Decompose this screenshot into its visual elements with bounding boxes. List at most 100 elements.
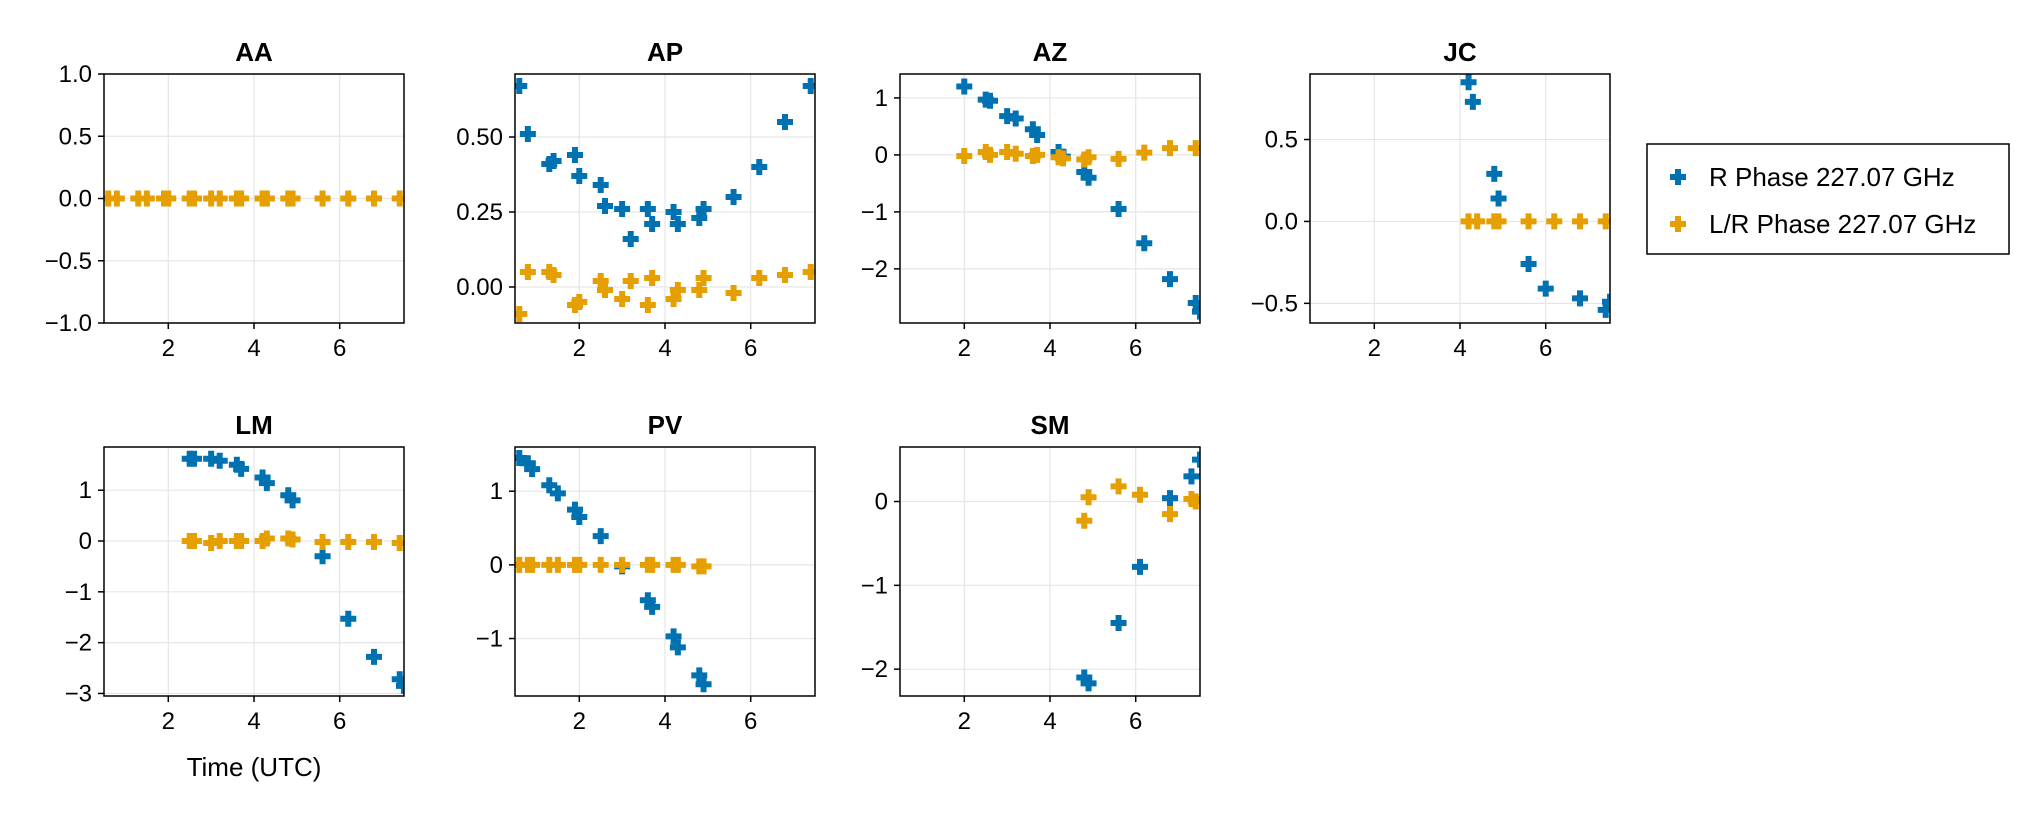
markers [104,190,404,207]
data-point-series-1 [802,78,815,94]
panel-title: PV [648,410,683,440]
data-point-series-1 [567,147,583,163]
x-tick-label: 6 [333,335,346,362]
data-point-series-1 [592,177,609,193]
x-tick-label: 4 [1043,335,1056,362]
panel-title: JC [1443,37,1476,67]
data-point-series-1 [691,210,708,226]
data-point-series-1 [665,628,682,645]
data-point-series-1 [1490,190,1507,207]
data-point-series-2 [233,190,250,207]
data-point-series-2 [597,282,613,298]
data-point-series-1 [751,159,768,175]
legend-label-series-2: L/R Phase 227.07 GHz [1709,209,1976,239]
markers [1076,451,1200,692]
y-tick-label: 0 [490,552,503,579]
x-tick-label: 6 [1539,335,1552,362]
data-point-series-2 [549,556,566,573]
data-point-series-2 [108,190,125,207]
x-tick-label: 6 [1129,708,1142,735]
data-point-series-2 [571,556,588,573]
data-point-series-2 [340,534,357,551]
data-point-series-2 [160,190,177,207]
data-point-series-2 [695,270,712,286]
data-point-series-1 [1110,201,1127,218]
data-point-series-1 [1132,558,1148,575]
x-tick-label: 6 [333,708,346,735]
data-point-series-1 [695,676,712,693]
data-point-series-2 [622,273,639,289]
data-point-series-2 [751,270,768,286]
data-point-series-1 [1486,165,1503,182]
data-point-series-2 [1029,146,1046,163]
panel-title: AA [235,37,273,67]
data-point-series-1 [777,114,793,130]
data-point-series-1 [1602,293,1610,310]
y-tick-label: 1 [79,477,92,504]
data-point-series-1 [1537,280,1554,297]
data-point-series-1 [280,487,297,504]
x-tick-label: 4 [1453,335,1466,362]
x-tick-label: 4 [247,708,260,735]
data-point-series-2 [258,530,275,547]
data-point-series-2 [639,297,656,313]
data-point-series-2 [541,556,558,573]
y-tick-label: 0 [875,488,888,515]
x-tick-label: 6 [1129,335,1142,362]
data-point-series-2 [211,190,228,207]
markers [515,78,815,322]
data-point-series-2 [614,291,631,307]
data-point-series-2 [1546,213,1563,230]
data-point-series-1 [691,667,708,684]
markers [1460,74,1610,318]
data-point-series-1 [211,452,228,469]
data-point-series-1 [396,677,404,694]
data-point-series-1 [1464,93,1481,110]
data-point-series-2 [130,190,147,207]
data-point-series-2 [665,291,682,307]
data-point-series-1 [541,477,558,494]
data-point-series-1 [284,492,301,509]
data-point-series-1 [695,201,712,217]
data-point-series-1 [644,216,661,232]
data-point-series-2 [314,534,331,551]
data-point-series-1 [515,450,528,467]
data-point-series-1 [1183,468,1200,485]
data-point-series-2 [1136,144,1153,161]
data-point-series-2 [999,144,1016,161]
legend-box [1646,143,2010,255]
data-point-series-1 [1460,74,1477,91]
data-point-series-2 [203,190,220,207]
data-point-series-1 [1076,164,1093,181]
y-tick-label: 0 [79,528,92,555]
data-point-series-1 [258,475,275,492]
data-point-series-2 [186,533,202,550]
data-point-series-2 [284,190,301,207]
data-point-series-2 [614,556,631,573]
data-point-series-2 [669,282,686,298]
y-tick-label: −2 [861,256,888,283]
data-point-series-1 [644,598,661,615]
data-point-series-2 [1132,486,1148,503]
x-tick-label: 2 [573,335,586,362]
y-tick-label: −1 [861,199,888,226]
data-point-series-1 [1080,169,1097,186]
y-tick-label: 1 [490,478,503,505]
data-point-series-1 [545,153,562,169]
data-point-series-2 [1469,213,1486,230]
legend-label-series-1: R Phase 227.07 GHz [1709,162,1955,192]
data-point-series-1 [254,469,271,486]
y-tick-label: −1 [861,572,888,599]
y-tick-label: −3 [65,680,92,707]
data-point-series-1 [614,201,631,217]
data-point-series-2 [1110,150,1127,167]
data-point-series-1 [1080,675,1097,692]
data-point-series-2 [366,534,382,551]
data-point-series-2 [186,190,202,207]
data-point-series-2 [691,282,708,298]
data-point-series-2 [1110,478,1127,495]
data-point-series-1 [592,528,609,545]
data-point-series-2 [1490,213,1507,230]
data-point-series-1 [622,231,639,247]
